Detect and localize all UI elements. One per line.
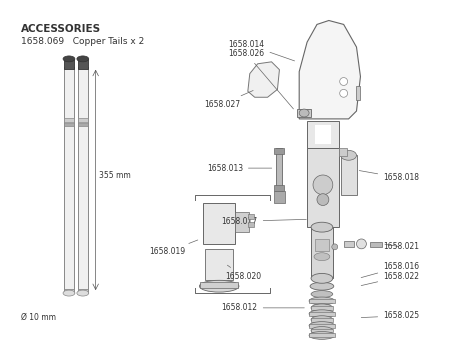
Text: 1658.022: 1658.022 [361, 272, 419, 286]
Polygon shape [248, 62, 279, 97]
Bar [206, 249, 233, 280]
Ellipse shape [309, 331, 335, 340]
Ellipse shape [309, 310, 335, 318]
Ellipse shape [311, 273, 333, 283]
Text: 1658.014: 1658.014 [228, 40, 295, 61]
Ellipse shape [77, 290, 89, 296]
Bar [273, 191, 286, 203]
Ellipse shape [314, 253, 330, 261]
Ellipse shape [309, 322, 335, 329]
Bar [341, 155, 357, 195]
Bar [311, 306, 333, 310]
Bar [277, 148, 282, 193]
Ellipse shape [311, 327, 333, 335]
Ellipse shape [340, 78, 348, 85]
Bar [78, 289, 88, 293]
Bar [356, 86, 360, 100]
Text: 1658.017: 1658.017 [221, 217, 306, 226]
Text: ACCESSORIES: ACCESSORIES [20, 25, 101, 34]
Text: 1658.027: 1658.027 [204, 91, 253, 108]
Bar [203, 203, 235, 244]
Text: 1658.013: 1658.013 [207, 163, 272, 173]
Text: 1658.019: 1658.019 [149, 240, 198, 256]
Ellipse shape [311, 304, 333, 312]
Bar [370, 242, 382, 247]
Bar [64, 59, 74, 69]
Text: 1658.020: 1658.020 [225, 265, 261, 281]
Ellipse shape [77, 56, 89, 62]
Ellipse shape [317, 194, 329, 205]
Bar [78, 118, 88, 122]
Text: 355 mm: 355 mm [99, 172, 130, 181]
Ellipse shape [310, 282, 334, 290]
Bar [339, 148, 346, 156]
Bar [309, 334, 335, 337]
Bar [64, 67, 74, 293]
Ellipse shape [309, 297, 335, 305]
Text: 1658.025: 1658.025 [361, 311, 419, 320]
Bar [311, 329, 333, 332]
Ellipse shape [341, 150, 357, 160]
Bar [309, 299, 335, 303]
Bar [344, 241, 353, 247]
Text: 1658.018: 1658.018 [359, 170, 419, 182]
Bar [297, 109, 311, 117]
Ellipse shape [332, 244, 338, 250]
Bar [311, 318, 333, 322]
Bar [78, 59, 88, 69]
Ellipse shape [199, 280, 239, 292]
Ellipse shape [311, 222, 333, 232]
Bar [64, 123, 74, 126]
Bar [64, 118, 74, 122]
Ellipse shape [340, 89, 348, 97]
Bar [307, 121, 339, 148]
Text: 1658.021: 1658.021 [383, 242, 419, 251]
Ellipse shape [313, 175, 333, 195]
Bar [78, 67, 88, 293]
Bar [248, 222, 254, 227]
Ellipse shape [357, 239, 366, 249]
Bar [309, 324, 335, 328]
Bar [64, 289, 74, 293]
Ellipse shape [311, 316, 333, 324]
Bar [78, 123, 88, 126]
Text: 1658.016: 1658.016 [361, 262, 419, 278]
Ellipse shape [63, 290, 75, 296]
Text: 1658.012: 1658.012 [222, 303, 304, 312]
Bar [309, 312, 335, 316]
Bar [274, 185, 285, 191]
Bar [307, 148, 339, 227]
Polygon shape [299, 21, 360, 119]
Bar [235, 212, 249, 232]
Bar [274, 148, 285, 154]
Bar [248, 214, 254, 219]
Ellipse shape [63, 56, 75, 62]
Ellipse shape [299, 109, 309, 117]
Bar [311, 227, 333, 278]
Bar [315, 125, 331, 145]
Text: 1658.026: 1658.026 [228, 49, 293, 109]
Ellipse shape [311, 290, 333, 298]
Bar [315, 239, 329, 251]
Text: 1658.069   Copper Tails x 2: 1658.069 Copper Tails x 2 [20, 37, 144, 46]
Text: Ø 10 mm: Ø 10 mm [20, 313, 55, 322]
Bar [200, 282, 238, 288]
